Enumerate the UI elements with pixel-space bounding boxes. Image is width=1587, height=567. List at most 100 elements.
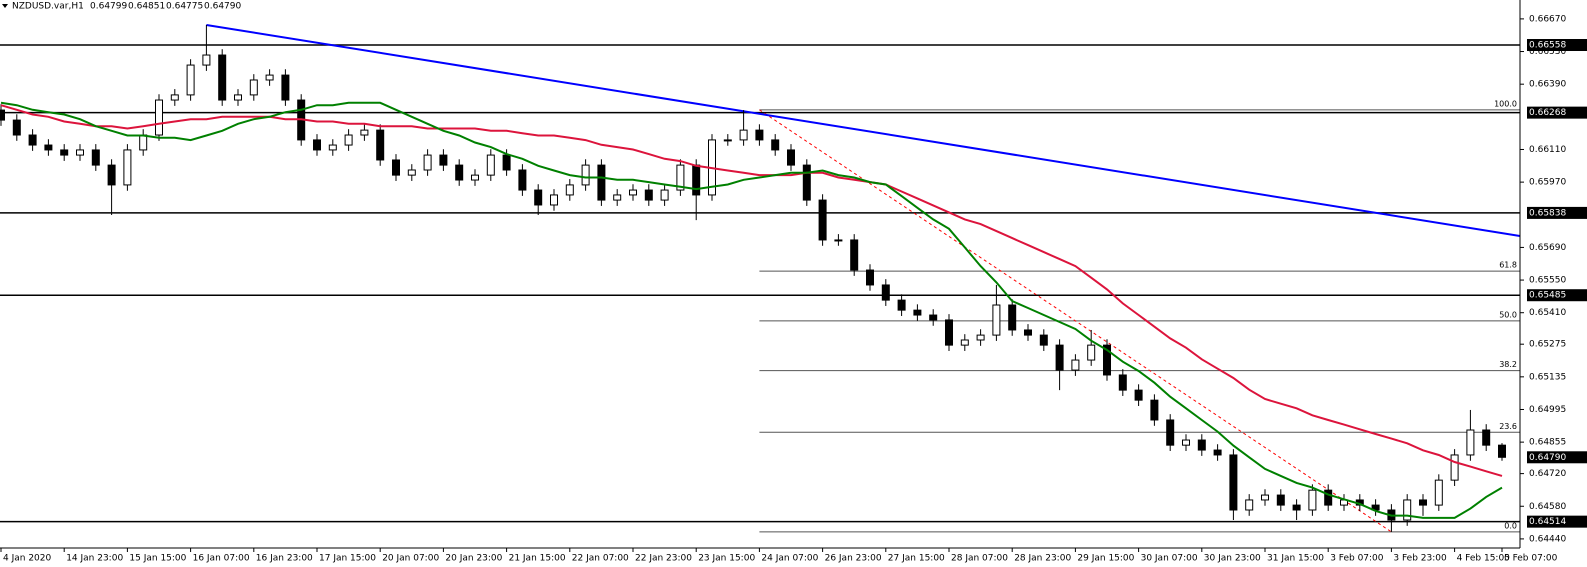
candle-body <box>550 194 558 206</box>
y-tick-label: 0.64995 <box>1529 405 1566 415</box>
candle-body <box>265 74 274 81</box>
level-label: 0.64514 <box>1529 517 1566 527</box>
x-tick-label: 3 Feb 07:00 <box>1330 554 1384 564</box>
candle-body <box>629 189 637 196</box>
x-tick-label: 26 Jan 23:00 <box>825 554 882 564</box>
candle-body <box>771 139 780 151</box>
y-tick-label: 0.65550 <box>1529 276 1566 286</box>
fib-label: 38.2 <box>1499 360 1517 369</box>
y-tick-label: 0.65970 <box>1529 178 1566 188</box>
y-tick-label: 0.66390 <box>1529 80 1566 90</box>
candle-body <box>360 129 369 136</box>
candle-body <box>660 189 669 201</box>
candle-body <box>1071 359 1080 371</box>
candle-body <box>170 94 179 101</box>
header-quote: 0.64851 <box>128 2 165 12</box>
candle-body <box>929 314 938 321</box>
x-tick-label: 15 Jan 15:00 <box>129 554 186 564</box>
candle-body <box>945 319 953 346</box>
candle-body <box>818 199 827 241</box>
level-label: 0.65838 <box>1529 208 1566 218</box>
candle-body <box>249 79 258 96</box>
candle-body <box>1482 429 1491 446</box>
header: NZDUSD.var,H1 0.64799 0.64851 0.64775 0.… <box>2 2 241 12</box>
candle-body <box>344 134 353 146</box>
x-tick-label: 24 Jan 07:00 <box>761 554 818 564</box>
header-quote: 0.64790 <box>204 2 241 12</box>
candle-body <box>439 154 448 166</box>
candle-body <box>518 169 527 191</box>
candle-body <box>423 154 432 171</box>
candle-body <box>1039 334 1048 346</box>
candle-body <box>581 164 590 186</box>
x-tick-label: 16 Jan 23:00 <box>256 554 313 564</box>
fib-label: 61.8 <box>1499 261 1517 270</box>
candle-body <box>613 194 622 201</box>
level-label: 0.66558 <box>1529 41 1566 51</box>
x-tick-label: 4 Jan 2020 <box>3 554 51 564</box>
y-tick-label: 0.64440 <box>1529 534 1566 544</box>
candle-body <box>644 189 653 201</box>
candle-body <box>913 309 922 316</box>
fib-label: 100.0 <box>1494 99 1517 108</box>
x-tick-label: 22 Jan 23:00 <box>635 554 692 564</box>
candle-body <box>376 129 385 161</box>
candle-body <box>455 164 464 181</box>
x-tick-label: 14 Jan 23:00 <box>66 554 123 564</box>
x-tick-label: 20 Jan 07:00 <box>382 554 439 564</box>
header-symbol: NZDUSD.var,H1 <box>12 2 84 12</box>
candle-body <box>1055 344 1064 371</box>
fib-label: 23.6 <box>1499 422 1517 431</box>
candle-body <box>992 304 1001 336</box>
candle-body <box>1150 399 1159 421</box>
candle-body <box>139 134 148 151</box>
y-tick-label: 0.65135 <box>1529 372 1566 382</box>
candle-body <box>1087 344 1096 361</box>
candle-body <box>534 189 543 206</box>
candle-body <box>1197 439 1206 451</box>
candle-body <box>1103 344 1111 376</box>
candle-body <box>313 139 321 151</box>
candle-body <box>1466 429 1475 456</box>
fib-label: 50.0 <box>1499 310 1517 319</box>
candle-body <box>1213 449 1222 456</box>
current-price-box <box>1527 451 1587 464</box>
candle-body <box>1245 499 1254 511</box>
candle-body <box>676 164 685 191</box>
y-tick-label: 0.64720 <box>1529 469 1566 479</box>
candle-body <box>1276 494 1285 506</box>
x-tick-label: 17 Jan 15:00 <box>319 554 376 564</box>
candle-body <box>502 154 511 171</box>
candle-body <box>281 74 290 101</box>
candle-body <box>1134 389 1143 401</box>
header-quote: 0.64799 <box>90 2 127 12</box>
x-tick-label: 28 Jan 23:00 <box>1014 554 1071 564</box>
header-quote: 0.64775 <box>166 2 203 12</box>
y-tick-label: 0.65410 <box>1529 308 1566 318</box>
fib-label: 0.0 <box>1504 521 1517 530</box>
candle-body <box>1182 439 1190 446</box>
candle-body <box>76 149 84 156</box>
x-tick-label: 23 Jan 15:00 <box>698 554 755 564</box>
candle-body <box>1229 454 1238 511</box>
moving-average <box>0 101 1503 519</box>
level-box <box>1527 106 1587 119</box>
candle-body <box>850 239 859 271</box>
current-price-label: 0.64790 <box>1529 453 1566 463</box>
candle-body <box>1450 454 1459 481</box>
candle-body <box>202 54 211 66</box>
candle-body <box>44 144 53 151</box>
candle-body <box>802 164 811 201</box>
level-box <box>1527 289 1587 302</box>
candle-body <box>739 129 748 141</box>
candle-body <box>12 119 21 136</box>
x-tick-label: 20 Jan 23:00 <box>445 554 502 564</box>
candle-body <box>866 269 874 286</box>
candle-body <box>1498 444 1506 458</box>
level-box <box>1527 206 1587 219</box>
candle-body <box>787 149 795 166</box>
candle-body <box>91 149 100 166</box>
candle-body <box>1024 329 1032 336</box>
